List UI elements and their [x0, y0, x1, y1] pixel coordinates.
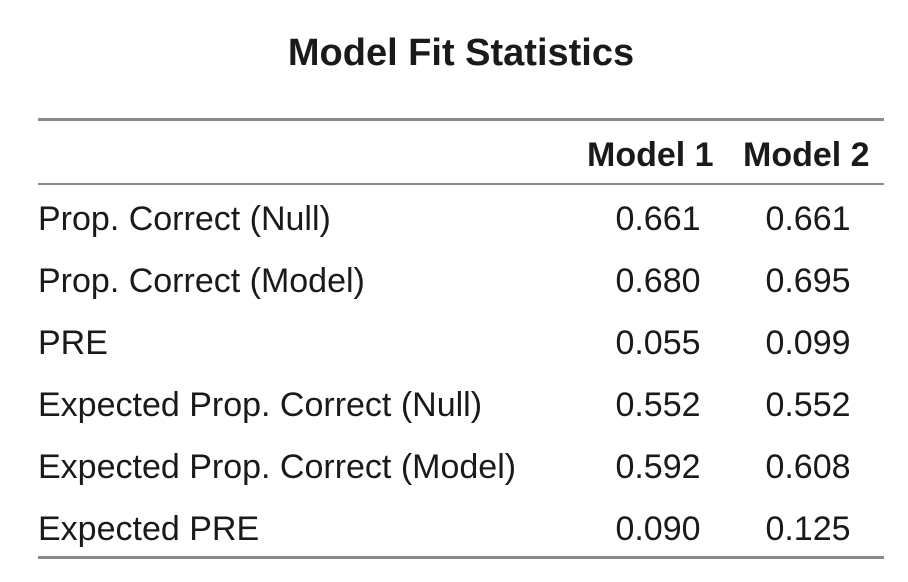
table-row: Expected Prop. Correct (Null) 0.552 0.55… [0, 374, 908, 436]
cell-model-2: 0.695 [765, 262, 851, 300]
column-header-model-2: Model 2 [743, 136, 870, 174]
cell-model-2: 0.125 [765, 510, 851, 548]
row-label: Expected Prop. Correct (Model) [38, 448, 517, 486]
table-row: Expected Prop. Correct (Model) 0.592 0.6… [0, 436, 908, 498]
table-title: Model Fit Statistics [287, 32, 635, 74]
table-row: Prop. Correct (Null) 0.661 0.661 [0, 188, 908, 250]
table-row: Expected PRE 0.090 0.125 [0, 498, 908, 560]
row-label: Expected PRE [38, 510, 260, 548]
column-header-model-1: Model 1 [587, 136, 714, 174]
row-label: Expected Prop. Correct (Null) [38, 386, 483, 424]
cell-model-1: 0.055 [615, 324, 701, 362]
row-label: Prop. Correct (Null) [38, 200, 331, 238]
row-label: Prop. Correct (Model) [38, 262, 365, 300]
cell-model-1: 0.090 [615, 510, 701, 548]
table-bottom-rule [38, 556, 884, 559]
cell-model-1: 0.552 [615, 386, 701, 424]
table-row: PRE 0.055 0.099 [0, 312, 908, 374]
cell-model-1: 0.680 [615, 262, 701, 300]
cell-model-2: 0.661 [765, 200, 851, 238]
table-row: Prop. Correct (Model) 0.680 0.695 [0, 250, 908, 312]
cell-model-1: 0.661 [615, 200, 701, 238]
cell-model-1: 0.592 [615, 448, 701, 486]
table-top-rule [38, 118, 884, 121]
cell-model-2: 0.608 [765, 448, 851, 486]
cell-model-2: 0.552 [765, 386, 851, 424]
row-label: PRE [38, 324, 108, 362]
cell-model-2: 0.099 [765, 324, 851, 362]
table-header-rule [38, 183, 884, 185]
